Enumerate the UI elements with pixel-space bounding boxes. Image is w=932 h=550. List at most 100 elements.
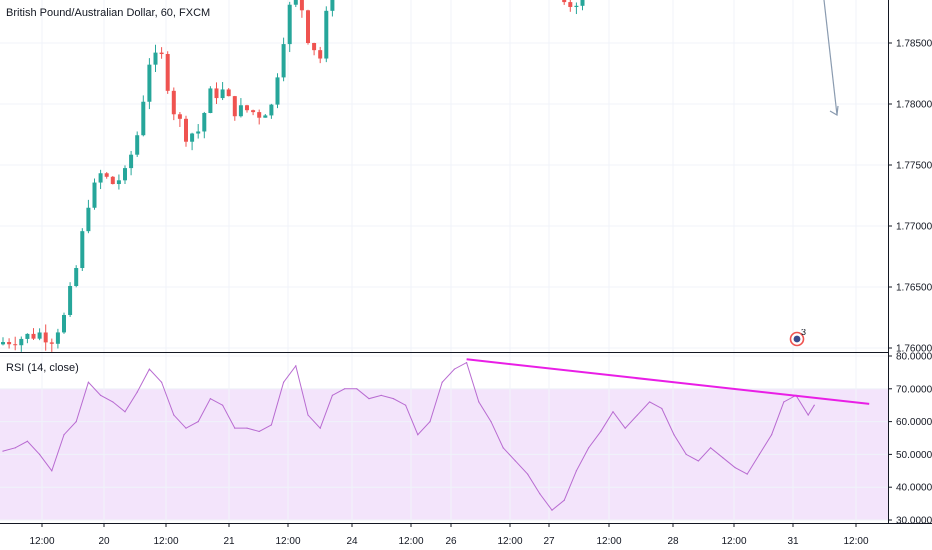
time-tick-label: 27 [543,536,555,547]
candle-body [196,131,201,134]
rsi-point [661,407,663,410]
candle-body [135,135,140,155]
rsi-point [405,404,407,406]
candle-body [562,0,567,3]
rsi-line [2,361,815,511]
rsi-point [112,401,114,403]
rsi-tick-label: 50.0000 [896,450,932,461]
rsi-point [380,394,382,396]
rsi-point [283,381,285,383]
candle-body [147,64,152,102]
candle-body [275,77,280,105]
candle-body [55,332,60,344]
rsi-point [734,466,736,469]
time-tick-label: 12:00 [497,536,522,547]
projection-arrowhead[interactable] [829,105,839,116]
candle-body [171,90,176,115]
price-tick-label: 1.76000 [896,344,932,355]
price-tick-label: 1.78500 [896,39,932,50]
candle-body [220,89,225,99]
rsi-point [356,388,358,390]
rsi-point [258,430,260,433]
candle-body [580,0,585,6]
rsi-divergence-line[interactable] [466,358,870,405]
rsi-point [173,414,175,416]
candle-body [202,112,207,132]
rsi-point [234,427,236,429]
rsi-point [14,447,16,449]
candle-body [141,101,146,136]
candle-body [574,5,579,7]
rsi-point [685,453,687,455]
candle-body [245,105,249,111]
candle-body [208,88,213,113]
rsi-point [502,447,504,449]
rsi-tick-label: 70.0000 [896,384,932,395]
rsi-point [209,398,211,400]
rsi-tick-label: 60.0000 [896,417,932,428]
axes: 1.815001.810001.805001.800001.795001.790… [29,39,932,548]
candle-body [104,173,109,177]
candle-body [123,168,127,181]
rsi-point [136,391,138,393]
rsi-point [490,421,492,423]
projection-arrow-line[interactable] [805,0,838,116]
drawings[interactable] [447,0,839,116]
rsi-point [331,394,333,396]
candle-body [86,207,91,232]
rsi-point [636,414,639,416]
rsi-point [222,404,224,406]
time-tick-label: 12:00 [153,536,178,547]
price-tick-label: 1.77000 [896,222,932,233]
time-tick-label: 12:00 [721,536,746,547]
rsi-point [746,473,748,475]
candle-body [49,342,54,344]
rsi-point [185,427,187,429]
rsi-point [368,398,370,400]
rsi-point [161,381,163,383]
candle-body [269,104,274,116]
candle-body [251,110,256,113]
time-tick-label: 12:00 [843,536,868,547]
rsi-point [673,434,675,436]
rsi-point [697,460,700,462]
rsi-point [649,401,651,403]
candle-body [330,0,335,11]
rsi-point [26,440,28,442]
candle-body [43,332,48,343]
rsi-point [783,401,785,403]
time-tick-label: 12:00 [29,536,54,547]
alert-icon[interactable]: 3 [789,327,807,347]
price-tick-label: 1.76500 [896,283,932,294]
rsi-point [813,404,815,406]
candle-body [25,333,30,339]
candle-body [153,52,158,65]
time-tick-label: 28 [667,536,679,547]
main-pane[interactable] [0,0,888,352]
rsi-point [722,457,724,459]
rsi-point [453,368,455,370]
candle-body [263,115,268,118]
rsi-point [307,414,309,416]
rsi-point [148,368,150,370]
candle-body [324,10,329,59]
rsi-tick-label: 80.0000 [896,352,932,363]
candle-body [312,43,317,51]
price-tick-label: 1.78000 [896,100,932,111]
rsi-point [270,424,272,426]
candle-body [62,314,66,333]
rsi-point [124,411,126,413]
rsi-point [588,447,590,449]
rsi-point [295,365,297,367]
candle-body [238,105,243,117]
time-tick-label: 21 [223,536,235,547]
candle-body [281,44,286,78]
rsi-point [624,427,626,429]
candle-body [37,332,42,339]
candle-body [92,182,97,208]
rsi-point [807,414,809,416]
rsi-series [2,358,870,511]
rsi-legend: RSI (14, close) [6,362,79,374]
candle-body [7,342,12,345]
